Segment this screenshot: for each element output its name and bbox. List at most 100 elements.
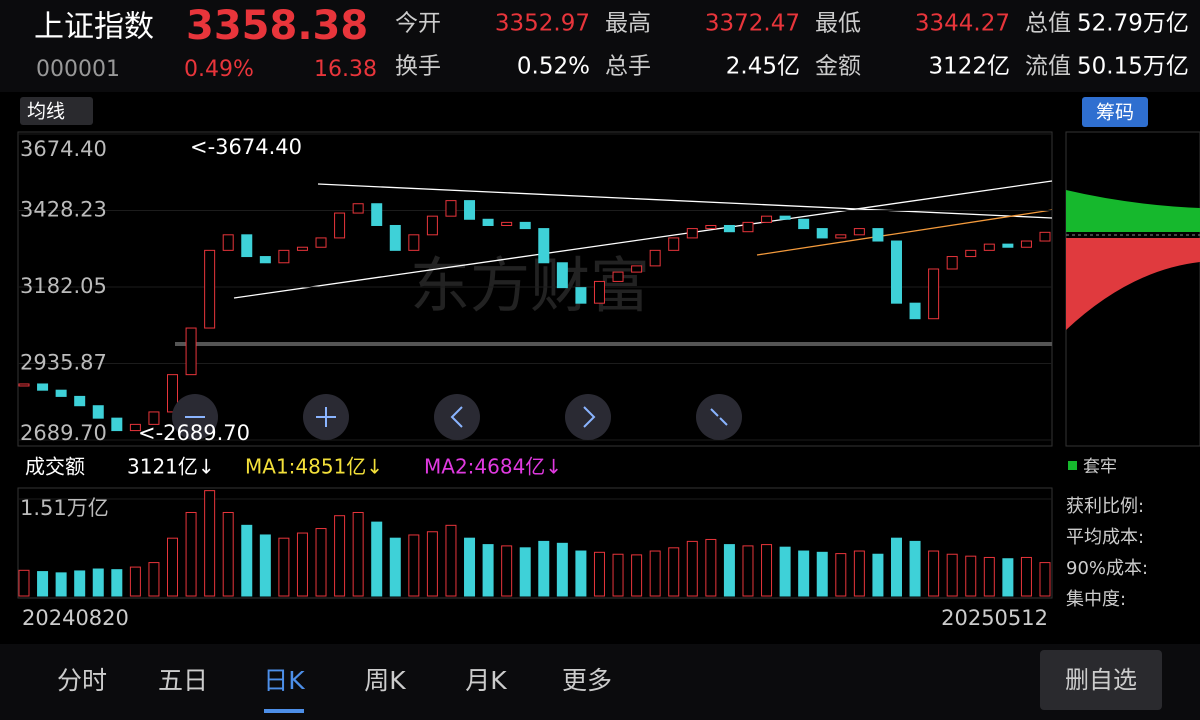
candle <box>519 221 531 230</box>
candle <box>1020 240 1032 248</box>
candle <box>445 200 457 217</box>
chip-button-label: 筹码 <box>1096 102 1134 124</box>
candle <box>612 271 624 282</box>
candle <box>1039 231 1051 242</box>
stat-value: 3122亿 <box>928 54 1010 80</box>
candle <box>92 405 104 419</box>
candle <box>723 224 735 233</box>
ma-button-label: 均线 <box>27 101 65 123</box>
volume-bar <box>1020 556 1032 597</box>
volume-bar <box>408 534 420 597</box>
candle <box>705 224 717 230</box>
candle <box>668 237 680 251</box>
volume-bar <box>686 540 698 597</box>
volume-bar <box>538 540 550 597</box>
tab[interactable]: 日K <box>263 666 305 695</box>
candle <box>185 327 197 376</box>
candle <box>371 203 383 226</box>
volume-bar <box>723 544 735 597</box>
trend-lines <box>175 180 1053 346</box>
volume-bar <box>148 562 160 597</box>
volume-bar <box>965 555 977 597</box>
volume-bar <box>222 511 234 597</box>
volume-bar <box>389 537 401 597</box>
candle <box>241 234 253 258</box>
end-date: 20250512 <box>941 606 1048 630</box>
tab[interactable]: 更多 <box>562 666 612 695</box>
y-tick-label: 3674.40 <box>20 137 107 161</box>
tab[interactable]: 月K <box>465 666 507 695</box>
tab[interactable]: 周K <box>364 666 406 695</box>
volume-bar <box>705 538 717 597</box>
tab-underline <box>264 709 304 713</box>
candle <box>55 389 67 397</box>
volume-bar <box>501 545 513 597</box>
candle <box>37 383 49 391</box>
pan-left[interactable] <box>434 394 480 440</box>
volume-bar <box>835 553 847 597</box>
volume-bar <box>1039 562 1051 597</box>
candle <box>835 234 847 239</box>
candle <box>556 262 568 289</box>
pan-right[interactable] <box>565 394 611 440</box>
volume-bar <box>816 551 828 597</box>
high-annotation: <-3674.40 <box>190 135 302 159</box>
volume-bar <box>631 554 643 597</box>
candle <box>779 215 791 220</box>
candle <box>816 228 828 239</box>
volume-bar <box>519 547 531 597</box>
volume-bar <box>111 569 123 597</box>
stat-value: 0.52% <box>517 54 590 80</box>
volume-bar <box>185 511 197 597</box>
candle <box>983 243 995 251</box>
chip-row: 集中度: <box>1066 589 1126 610</box>
candle <box>426 215 438 236</box>
volume-bar <box>18 569 30 597</box>
chip-row: 90%成本: <box>1066 558 1148 579</box>
volume-bar <box>204 490 216 597</box>
volume-ma2: MA2:4684亿↓ <box>424 455 562 479</box>
candle <box>296 246 308 251</box>
candle <box>686 228 698 239</box>
legend-swatch <box>1068 461 1077 470</box>
candle <box>965 249 977 258</box>
volume-bar <box>761 544 773 597</box>
tab[interactable]: 五日 <box>158 666 208 695</box>
remove-watchlist[interactable] <box>1040 650 1162 710</box>
volume-bar <box>426 531 438 597</box>
stat-label: 最低 <box>815 11 861 37</box>
volume-bar <box>890 537 902 597</box>
volume-bar <box>575 550 587 597</box>
volume-bar <box>779 546 791 597</box>
volume-bar <box>798 550 810 597</box>
chip-button[interactable] <box>1082 97 1148 127</box>
stat-label: 流值 <box>1025 54 1071 80</box>
y-tick-label: 2935.87 <box>20 351 107 375</box>
volume-bar <box>649 550 661 597</box>
volume-bar <box>259 534 271 597</box>
volume-bar <box>742 545 754 597</box>
tab[interactable]: 分时 <box>57 666 107 695</box>
fullscreen[interactable] <box>696 394 742 440</box>
volume-bar <box>55 572 67 597</box>
remove-watchlist-label: 删自选 <box>1065 666 1137 694</box>
code: 000001 <box>36 57 120 82</box>
chip-row: 平均成本: <box>1066 527 1144 548</box>
volume-bar <box>482 544 494 597</box>
volume-bar <box>445 524 457 597</box>
candle <box>315 237 327 248</box>
volume-bar <box>983 556 995 597</box>
candle <box>222 234 234 251</box>
volume-frame <box>17 487 1053 599</box>
stat-value: 52.79万亿 <box>1077 11 1189 37</box>
y-tick-label: 3182.05 <box>20 274 107 298</box>
volume-bar <box>556 542 568 597</box>
candle <box>167 374 179 413</box>
y-tick-label: 2689.70 <box>20 421 107 445</box>
ma-button[interactable] <box>20 97 93 125</box>
chip-row: 获利比例: <box>1066 496 1144 517</box>
kline-frame <box>17 131 1053 447</box>
volume-bar <box>74 570 86 597</box>
volume-bar <box>352 511 364 597</box>
